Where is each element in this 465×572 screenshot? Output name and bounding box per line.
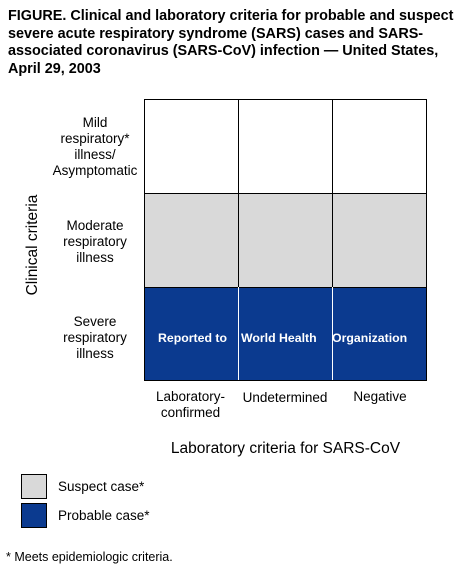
row-label-line: respiratory [63,330,127,345]
legend-swatch-suspect [21,474,47,499]
col-label-line: Laboratory- [155,389,226,404]
criteria-grid [144,99,427,381]
row-label-line: Asymptomatic [52,163,138,178]
row-label-severe: Severe respiratory illness [40,314,150,362]
figure-title: FIGURE. Clinical and laboratory criteria… [8,8,454,77]
banner-text-world-health: World Health [241,331,317,345]
grid-row-mild [145,100,426,193]
row-label-line: illness/ [74,147,116,162]
col-label-negative: Negative [333,389,427,405]
row-label-line: illness [76,346,114,361]
row-label-line: respiratory [63,234,127,249]
legend-label-suspect: Suspect case* [58,479,145,494]
row-label-line: respiratory* [60,131,130,146]
col-label-line: Negative [353,389,407,404]
grid-divider-light [332,287,333,380]
row-label-line: Moderate [66,218,124,233]
banner-text-reported-to: Reported to [158,331,227,345]
grid-divider [238,100,239,287]
row-label-line: Mild [82,115,108,130]
col-label-line: Undetermined [242,390,328,405]
col-label-line: confirmed [160,405,221,420]
x-axis-label: Laboratory criteria for SARS-CoV [170,440,401,457]
row-label-mild: Mild respiratory* illness/ Asymptomatic [40,115,150,179]
grid-divider [145,193,426,194]
grid-row-moderate [145,193,426,287]
footnote: * Meets epidemiologic criteria. [6,550,173,564]
row-label-line: Severe [73,314,117,329]
col-label-lab-confirmed: Laboratory- confirmed [144,389,237,421]
legend-swatch-probable [21,503,47,528]
grid-divider [332,100,333,287]
grid-divider [145,287,426,288]
row-label-moderate: Moderate respiratory illness [40,218,150,266]
grid-divider-light [238,287,239,380]
row-label-line: illness [76,250,114,265]
banner-text-organization: Organization [332,331,408,345]
legend-label-probable: Probable case* [58,508,150,523]
grid-row-severe [145,287,426,380]
col-label-undetermined: Undetermined [237,390,333,406]
